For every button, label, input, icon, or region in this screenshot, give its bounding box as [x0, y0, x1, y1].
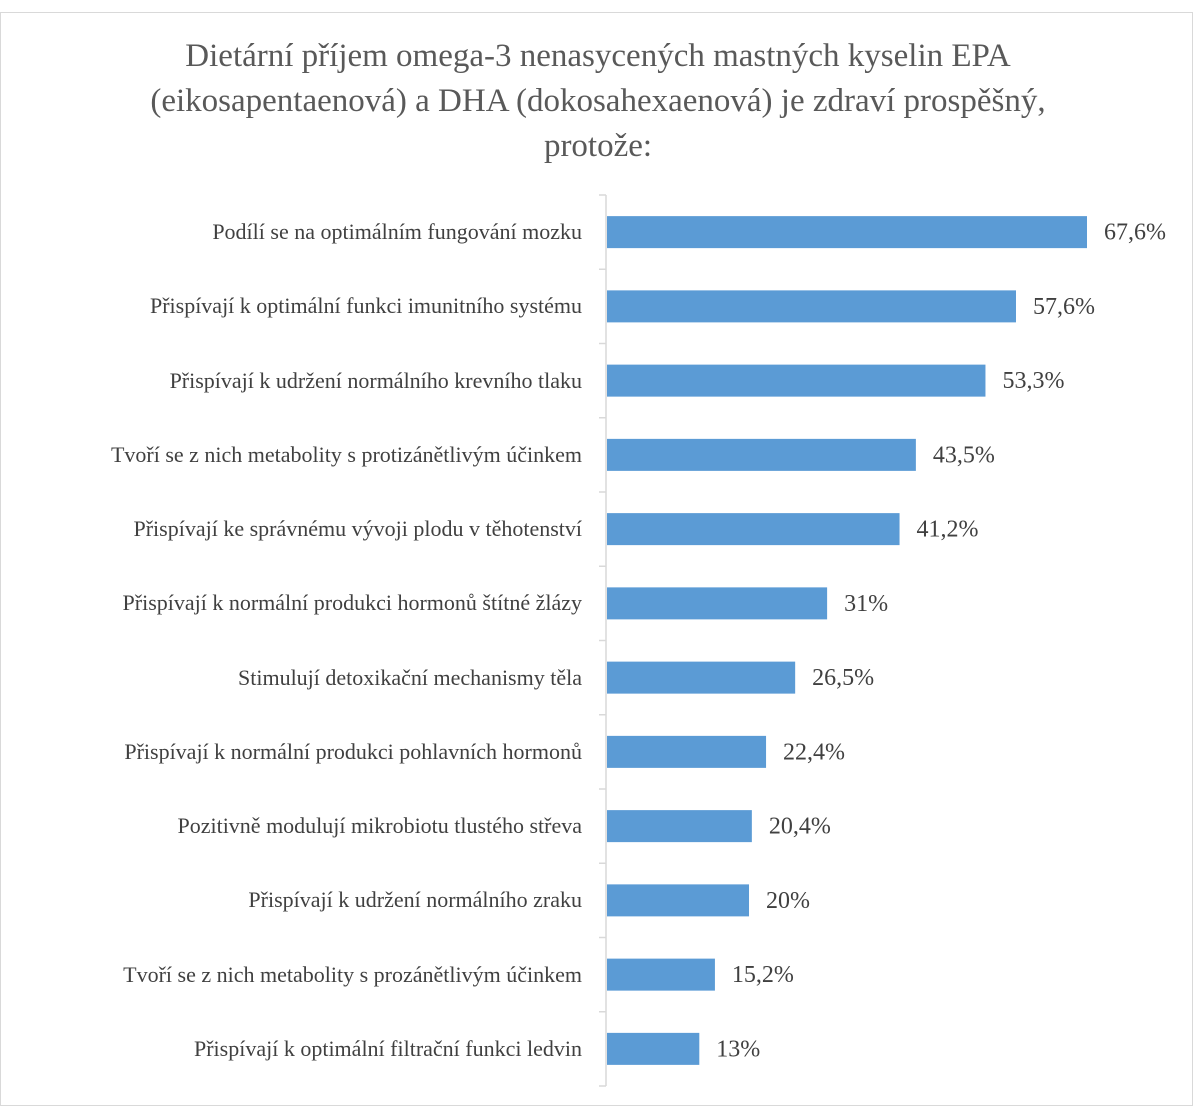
- bar: [607, 958, 715, 991]
- data-label: 53,3%: [1002, 368, 1064, 394]
- category-label: Tvoří se z nich metabolity s prozánětliv…: [123, 961, 582, 987]
- bar: [607, 810, 752, 843]
- category-label: Přispívají k optimální funkci imunitního…: [149, 293, 582, 319]
- data-label: 15,2%: [732, 962, 794, 988]
- category-label: Tvoří se z nich metabolity s protizánětl…: [110, 441, 582, 467]
- bar: [607, 364, 986, 397]
- chart-border: [0, 12, 1193, 1106]
- category-label: Přispívají k udržení normálního krevního…: [169, 367, 582, 393]
- bar: [607, 1032, 700, 1065]
- data-label: 13%: [716, 1036, 760, 1062]
- category-label: Přispívají k normální produkci hormonů š…: [122, 590, 582, 616]
- data-label: 20%: [766, 888, 810, 914]
- category-label: Přispívají k normální produkci pohlavníc…: [124, 738, 582, 764]
- bar: [607, 438, 916, 471]
- data-label: 43,5%: [933, 442, 995, 468]
- data-label: 67,6%: [1104, 220, 1166, 246]
- data-label: 41,2%: [917, 517, 979, 543]
- category-label: Podílí se na optimálním fungování mozku: [212, 219, 582, 245]
- data-label: 31%: [844, 591, 888, 617]
- bar: [607, 290, 1016, 323]
- chart-title: Dietární příjem omega-3 nenasycených mas…: [150, 38, 1046, 164]
- data-label: 26,5%: [812, 665, 874, 691]
- category-label: Přispívají ke správnému vývoji plodu v t…: [133, 516, 582, 542]
- bar: [607, 661, 796, 694]
- bar: [607, 587, 828, 620]
- category-label: Pozitivně modulují mikrobiotu tlustého s…: [177, 813, 582, 839]
- category-label: Stimulují detoxikační mechanismy těla: [238, 664, 582, 690]
- bar: [607, 884, 750, 917]
- data-label: 22,4%: [783, 739, 845, 765]
- category-label: Přispívají k optimální filtrační funkci …: [194, 1035, 582, 1061]
- bar: [607, 735, 767, 768]
- category-label: Přispívají k udržení normálního zraku: [248, 887, 582, 913]
- data-label: 20,4%: [769, 814, 831, 840]
- bar: [607, 513, 900, 546]
- data-label: 57,6%: [1033, 294, 1095, 320]
- bar: [607, 216, 1087, 249]
